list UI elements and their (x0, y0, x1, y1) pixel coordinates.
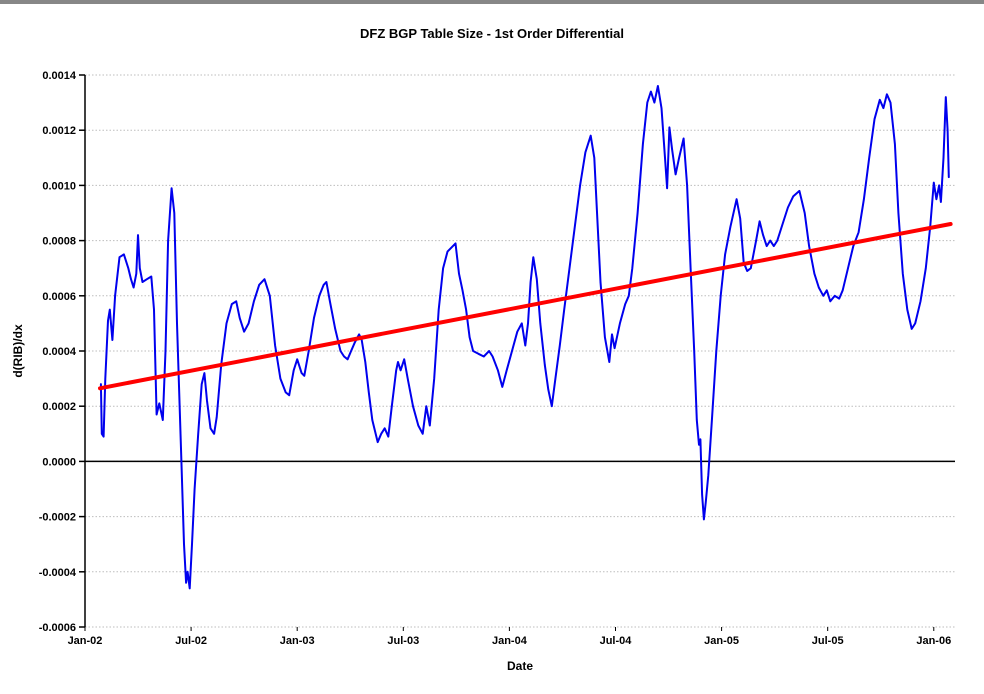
y-tick-label: 0.0014 (42, 70, 77, 82)
x-axis-title: Date (506, 659, 533, 673)
x-tick-label: Jan-04 (492, 635, 528, 647)
y-tick-label: -0.0006 (39, 622, 76, 634)
window-top-border (0, 0, 984, 4)
y-tick-label: 0.0000 (42, 456, 76, 468)
y-tick-label: 0.0008 (42, 236, 76, 248)
y-tick-label: -0.0004 (39, 567, 77, 579)
x-tick-label: Jan-02 (68, 635, 103, 647)
x-tick-label: Jan-05 (704, 635, 739, 647)
y-tick-label: 0.0006 (42, 291, 76, 303)
y-tick-label: -0.0002 (39, 512, 76, 524)
data-series-line (99, 85, 950, 590)
x-tick-label: Jan-06 (916, 635, 951, 647)
x-tick-label: Jul-03 (387, 635, 419, 647)
y-tick-label: 0.0004 (42, 346, 77, 358)
x-tick-label: Jul-04 (600, 635, 633, 647)
y-tick-label: 0.0012 (42, 125, 76, 137)
trend-line (98, 222, 953, 391)
y-tick-label: 0.0010 (42, 180, 76, 192)
x-tick-label: Jan-03 (280, 635, 315, 647)
chart-title: DFZ BGP Table Size - 1st Order Different… (360, 26, 624, 41)
y-tick-label: 0.0002 (42, 401, 76, 413)
x-tick-label: Jul-05 (812, 635, 844, 647)
x-tick-label: Jul-02 (175, 635, 207, 647)
